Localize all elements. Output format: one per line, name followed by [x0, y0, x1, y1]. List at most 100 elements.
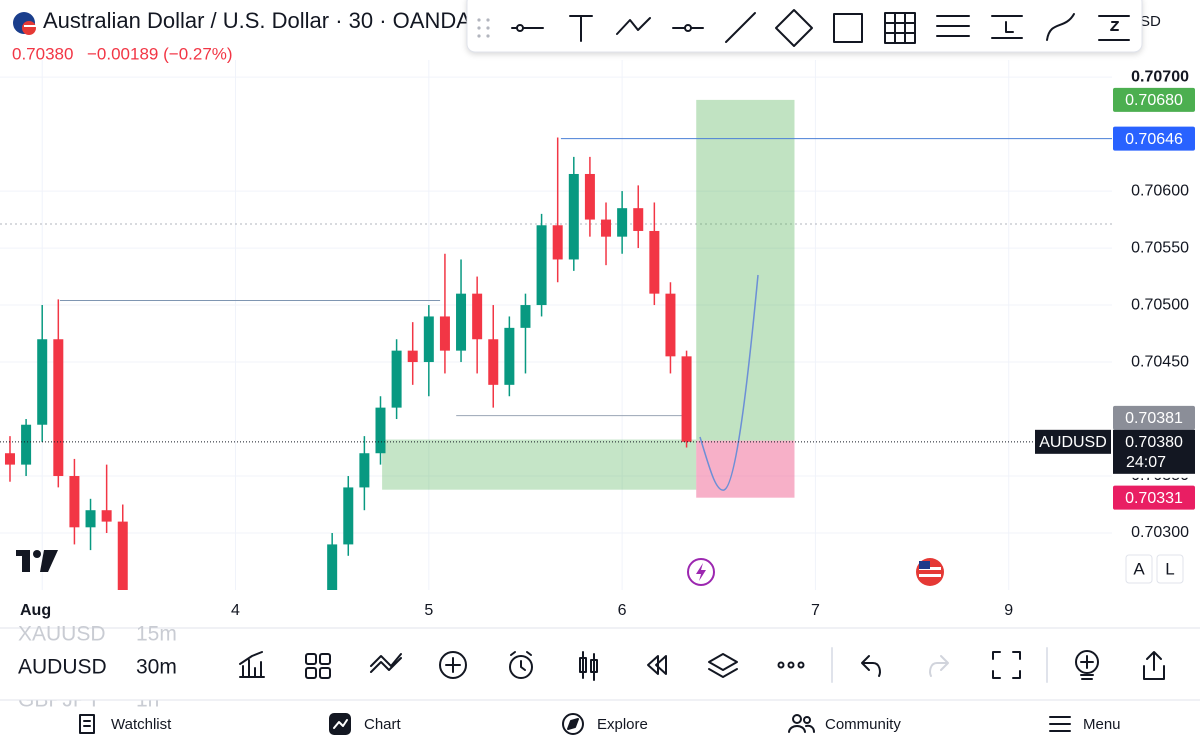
y-tick-label: 0.70550 [1131, 239, 1189, 256]
watchlist-interval[interactable]: 30m [136, 656, 177, 679]
candle-body [520, 305, 531, 328]
add-button[interactable] [439, 651, 467, 679]
drawings [59, 99, 1112, 498]
x-tick-label: 7 [811, 602, 820, 619]
candle-body [472, 293, 483, 340]
candle-body [536, 225, 547, 306]
price-tag [1113, 87, 1195, 112]
y-tick-label: 0.70600 [1131, 182, 1189, 199]
x-tick-label: 6 [618, 602, 627, 619]
bars-button[interactable] [579, 651, 598, 681]
price-tag-label: 0.70646 [1125, 131, 1183, 148]
candle-body [649, 230, 660, 294]
x-tick-label: Aug [20, 602, 51, 619]
price-tag [1113, 405, 1195, 430]
candle-body [85, 510, 96, 528]
candle-body [53, 339, 64, 477]
redo-button[interactable] [929, 655, 949, 677]
drawing-toolbar [466, 0, 1143, 53]
candle-body [423, 316, 434, 363]
ideas-button[interactable] [1075, 650, 1099, 680]
candle-body [101, 510, 112, 522]
candle-body [568, 173, 579, 260]
candle-body [69, 476, 80, 528]
more-button[interactable] [777, 661, 805, 669]
currency-button[interactable]: SD [1140, 13, 1161, 30]
nav-bar: Watchlist Chart Explore Community Menu [111, 716, 1121, 733]
x-tick-label: 9 [1004, 602, 1013, 619]
price-axis: Aug 4 5 6 7 9 0.70700 0.70600 0.70550 0.70500 0.70… [0, 68, 1200, 619]
candle-body [37, 339, 48, 425]
candle-body [407, 350, 418, 363]
watchlist-symbol[interactable]: AUDUSD [18, 656, 107, 679]
candle-body [391, 350, 402, 408]
flag-icon[interactable] [916, 558, 944, 586]
y-tick-label: 0.70700 [1131, 68, 1189, 85]
candle-body [359, 453, 370, 488]
candle-body [21, 424, 32, 465]
candles [4, 137, 692, 590]
price-tag [1113, 485, 1195, 510]
layout-button[interactable] [305, 653, 331, 679]
nav-item[interactable]: Community [825, 716, 901, 733]
symbol-title: Australian Dollar / U.S. Dollar · 30 · O… [43, 8, 471, 33]
event-icon[interactable] [687, 558, 715, 586]
objects-button[interactable] [708, 653, 738, 678]
last-price-tag [1113, 429, 1195, 474]
alert-button[interactable] [509, 651, 533, 679]
undo-button[interactable] [861, 655, 881, 677]
nav-icons [79, 713, 1071, 735]
nav-item[interactable]: Menu [1083, 716, 1121, 733]
nav-item[interactable]: Watchlist [111, 716, 172, 733]
candle-body [456, 293, 467, 351]
candle-body [504, 327, 515, 385]
scale-button[interactable] [1156, 554, 1184, 584]
candle-body [552, 225, 563, 260]
replay-button[interactable] [647, 655, 667, 675]
x-tick-label: 4 [231, 602, 240, 619]
price-tag-label: 0.70331 [1125, 490, 1183, 507]
last-price: 0.70380 [12, 44, 73, 63]
price-tag-label: 0.70381 [1125, 410, 1183, 427]
price-change: −0.00189 (−0.27%) [87, 44, 233, 63]
candle-body [343, 487, 354, 545]
candle-body [681, 356, 692, 442]
tv-logo [16, 550, 58, 572]
y-tick-label: 0.70300 [1131, 524, 1189, 541]
symbol-flag [13, 12, 36, 35]
candle-body [601, 219, 612, 237]
scale-button-label[interactable]: L [1165, 559, 1174, 578]
demand-zone [382, 439, 697, 490]
compare-button[interactable] [370, 653, 402, 673]
price-tag [1113, 126, 1195, 151]
y-tick-label: 0.70500 [1131, 296, 1189, 313]
candle-body [584, 173, 595, 220]
last-price-label: 0.70380 [1125, 434, 1183, 451]
projection-curve [699, 274, 759, 491]
watchlist-fade [0, 690, 220, 700]
position-loss [696, 440, 795, 498]
candle-body [327, 544, 338, 590]
countdown: 24:07 [1126, 454, 1166, 471]
share-button[interactable] [1143, 651, 1165, 680]
indicators-button[interactable] [239, 651, 265, 678]
scale-button-label[interactable]: A [1133, 559, 1145, 578]
candle-body [4, 453, 15, 465]
candle-body [633, 208, 644, 231]
candle-body [439, 316, 450, 351]
nav-item[interactable]: Chart [364, 716, 402, 733]
nav-item[interactable]: Explore [597, 716, 648, 733]
candle-body [665, 293, 676, 357]
symbol-tag [1035, 429, 1111, 454]
fullscreen-button[interactable] [992, 651, 1021, 679]
watchlist-symbol[interactable]: XAUUSD [18, 623, 106, 646]
y-tick-label: 0.70450 [1131, 353, 1189, 370]
watchlist-interval[interactable]: 15m [136, 623, 177, 646]
scale-button[interactable] [1125, 554, 1153, 584]
price-tag-label: 0.70680 [1125, 92, 1183, 109]
candle-body [375, 407, 386, 454]
